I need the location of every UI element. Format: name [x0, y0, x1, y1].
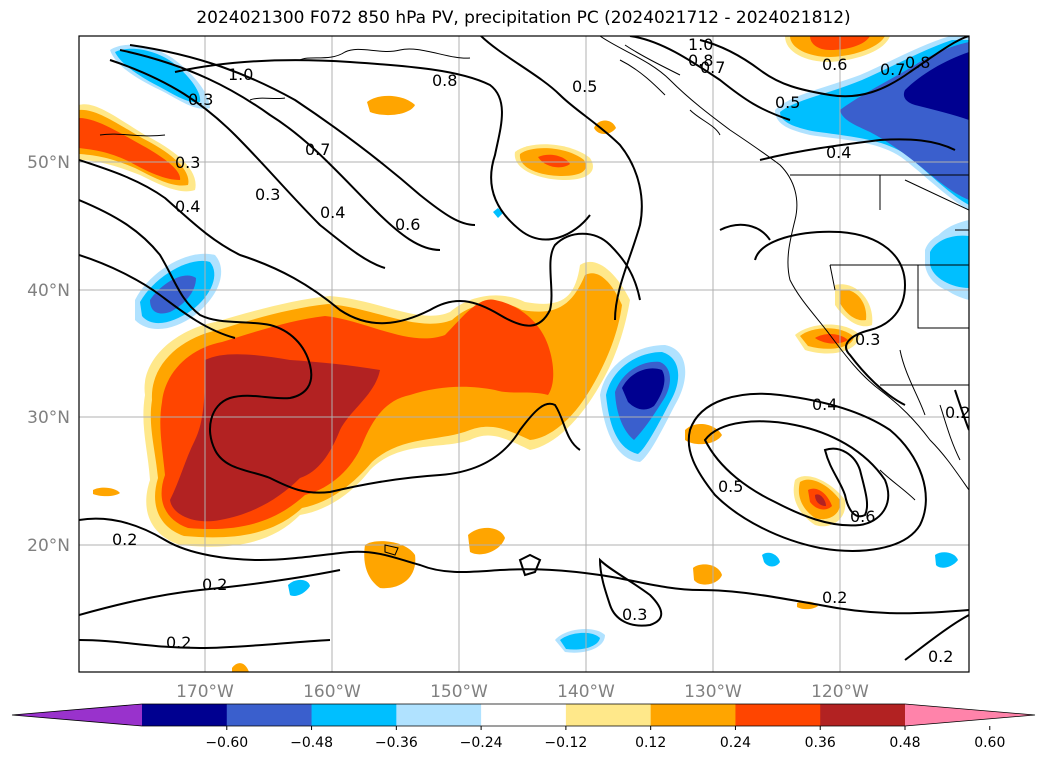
contour-label: 0.8	[905, 53, 930, 72]
colorbar-tick-label: 0.48	[889, 735, 920, 751]
colorbar-bin	[481, 704, 567, 726]
contour-label: 0.2	[112, 530, 137, 549]
contour-label: 0.5	[572, 77, 597, 96]
map-content: 1.0 0.8 0.5 1.0 0.8 0.7 0.6 0.7 0.8 0.5 …	[79, 35, 970, 672]
contour-label: 0.5	[718, 477, 743, 496]
colorbar-tick-label: −0.12	[544, 735, 587, 751]
longitude-labels: 170°W 160°W 150°W 140°W 130°W 120°W	[176, 682, 869, 702]
colorbar-bin	[650, 704, 736, 726]
colorbar: −0.60 −0.48 −0.36 −0.24 −0.12 0.12 0.24 0.36 0.4…	[11, 703, 1036, 751]
contour-label: 0.2	[202, 575, 227, 594]
contour-label: 0.4	[320, 203, 345, 222]
colorbar-tick-label: −0.24	[460, 735, 503, 751]
contour-label: 0.6	[395, 215, 420, 234]
contour-label: 0.6	[850, 507, 875, 526]
contour-label: 0.3	[855, 330, 880, 349]
graticule	[79, 36, 969, 672]
contour-label: 0.7	[700, 58, 725, 77]
latitude-labels: 50°N 40°N 30°N 20°N	[27, 153, 70, 556]
lat-label: 40°N	[27, 281, 70, 301]
colorbar-tick-label: −0.48	[290, 735, 333, 751]
colorbar-tick-label: 0.24	[720, 735, 751, 751]
colorbar-bin	[820, 704, 906, 726]
contour-label: 0.2	[928, 647, 953, 666]
contour-label: 0.2	[945, 403, 970, 422]
pv-contour-labels: 1.0 0.8 0.5 1.0 0.8 0.7 0.6 0.7 0.8 0.5 …	[112, 35, 970, 666]
colorbar-bin	[396, 704, 482, 726]
colorbar-tick-label: 0.12	[635, 735, 666, 751]
contour-label: 0.6	[822, 55, 847, 74]
colorbar-tick-label: 0.36	[805, 735, 836, 751]
colorbar-bin	[565, 704, 652, 726]
contour-label: 0.8	[432, 71, 457, 90]
contour-label: 0.4	[812, 395, 837, 414]
contour-label: 0.5	[775, 93, 800, 112]
lon-label: 130°W	[684, 682, 742, 702]
contour-label: 0.4	[826, 143, 851, 162]
lat-label: 50°N	[27, 153, 70, 173]
lon-label: 160°W	[303, 682, 361, 702]
contour-label: 1.0	[688, 35, 713, 54]
contour-label: 0.8	[688, 51, 713, 70]
lon-label: 170°W	[176, 682, 234, 702]
contour-label: 0.3	[255, 185, 280, 204]
colorbar-bin	[142, 704, 228, 726]
colorbar-outline	[11, 703, 1036, 727]
lon-label: 150°W	[430, 682, 488, 702]
colorbar-tick-label: −0.36	[375, 735, 418, 751]
lon-label: 140°W	[557, 682, 615, 702]
contour-label: 0.3	[188, 90, 213, 109]
contour-label: 0.7	[305, 140, 330, 159]
contour-label: 1.0	[228, 65, 253, 84]
contour-label: 0.2	[166, 633, 191, 652]
negative-anomaly-shading	[110, 36, 969, 653]
lat-label: 30°N	[27, 408, 70, 428]
map-frame	[78, 35, 970, 673]
colorbar-extend-max	[905, 704, 1035, 726]
colorbar-bin	[311, 704, 397, 726]
contour-label: 0.7	[880, 60, 905, 79]
contour-label: 0.3	[175, 153, 200, 172]
contour-label: 0.3	[622, 605, 647, 624]
contour-label: 0.2	[822, 588, 847, 607]
colorbar-bin	[226, 704, 313, 726]
contour-label: 0.4	[175, 197, 200, 216]
lon-label: 120°W	[811, 682, 869, 702]
lat-label: 20°N	[27, 536, 70, 556]
colorbar-tick-label: 0.60	[974, 735, 1005, 751]
colorbar-bin	[735, 704, 821, 726]
colorbar-tick-label: −0.60	[205, 735, 248, 751]
coastlines	[99, 36, 969, 556]
pv-contours	[79, 36, 969, 661]
colorbar-extend-min	[12, 704, 142, 726]
map-title: 2024021300 F072 850 hPa PV, precipitatio…	[196, 8, 851, 28]
